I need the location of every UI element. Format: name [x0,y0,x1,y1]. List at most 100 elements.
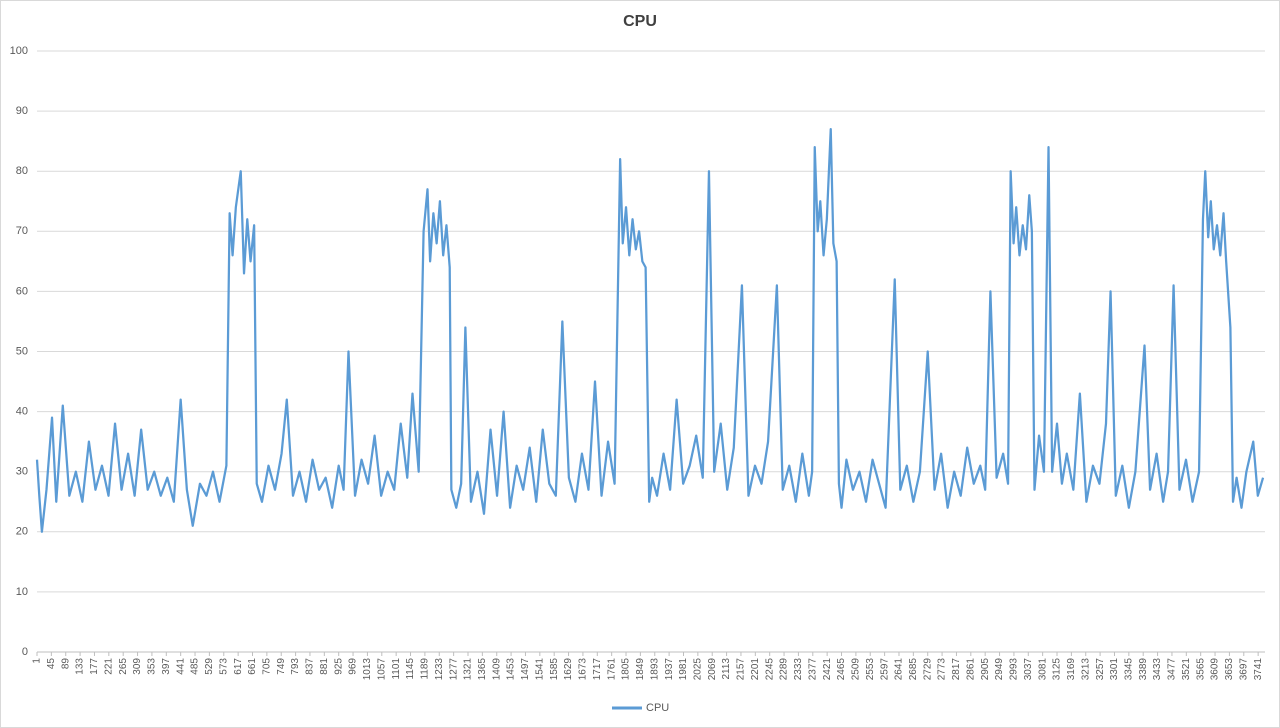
x-tick-label: 3257 [1095,658,1106,681]
x-tick-label: 309 [132,658,143,675]
x-tick-label: 1937 [664,658,675,681]
y-tick-label: 30 [16,466,28,478]
x-tick-label: 89 [60,658,71,670]
x-tick-label: 969 [348,658,359,675]
x-tick-label: 3653 [1224,658,1235,681]
x-tick-label: 3697 [1238,658,1249,681]
x-tick-label: 573 [218,658,229,675]
x-tick-label: 2289 [779,658,790,681]
x-tick-label: 1233 [434,658,445,681]
x-tick-label: 397 [161,658,172,675]
x-tick-label: 3345 [1123,658,1134,681]
y-tick-label: 60 [16,285,28,297]
x-tick-label: 45 [46,658,57,670]
x-tick-label: 2641 [894,658,905,681]
x-tick-label: 2905 [980,658,991,681]
y-tick-label: 40 [16,406,28,418]
x-tick-label: 2685 [908,658,919,681]
x-tick-label: 133 [75,658,86,675]
x-tick-label: 2949 [994,658,1005,681]
x-tick-label: 1189 [420,658,431,680]
x-tick-label: 3301 [1109,658,1120,681]
x-tick-label: 2025 [692,658,703,681]
x-tick-label: 353 [147,658,158,675]
x-tick-label: 177 [89,658,100,675]
x-tick-label: 925 [333,658,344,675]
x-tick-label: 2377 [807,658,818,681]
chart-title: CPU [623,13,657,30]
x-tick-label: 1585 [549,658,560,681]
x-tick-label: 2993 [1009,658,1020,681]
line-series [35,128,1265,533]
x-tick-label: 2201 [750,658,761,681]
x-tick-label: 1453 [506,658,517,681]
x-tick-label: 1629 [563,658,574,681]
legend-label: CPU [646,702,669,714]
x-tick-label: 3213 [1080,658,1091,681]
x-tick-label: 2113 [721,658,732,680]
x-tick-label: 793 [290,658,301,675]
x-tick-label: 1805 [621,658,632,681]
x-tick-label: 2421 [822,658,833,681]
x-tick-label: 1321 [463,658,474,681]
x-tick-label: 617 [233,658,244,675]
x-tick-label: 2069 [707,658,718,681]
x-tick-label: 3081 [1037,658,1048,681]
y-tick-label: 100 [10,45,28,57]
x-tick-label: 2465 [836,658,847,681]
x-tick-label: 441 [175,658,186,675]
x-tick-label: 485 [190,658,201,675]
x-tick-label: 3609 [1210,658,1221,681]
x-tick-label: 1761 [606,658,617,681]
x-tick-label: 661 [247,658,258,675]
y-tick-label: 80 [16,165,28,177]
x-tick-label: 3433 [1152,658,1163,681]
x-tick-label: 1541 [534,658,545,681]
x-tick-label: 2553 [865,658,876,681]
x-tick-label: 221 [103,658,114,675]
x-tick-label: 1365 [477,658,488,681]
x-tick-label: 837 [305,658,316,675]
x-tick-label: 705 [262,658,273,675]
x-tick-label: 2817 [951,658,962,681]
x-tick-label: 1673 [578,658,589,681]
x-tick-label: 2597 [879,658,890,681]
x-tick-label: 1497 [520,658,531,681]
y-tick-label: 70 [16,225,28,237]
x-tick-label: 1717 [592,658,603,681]
x-tick-label: 749 [276,658,287,675]
x-tick-label: 2509 [851,658,862,681]
x-tick-label: 1013 [362,658,373,681]
x-tick-label: 1145 [405,658,416,680]
x-tick-label: 3169 [1066,658,1077,681]
x-tick-label: 1101 [391,658,402,680]
x-tick-label: 1409 [491,658,502,681]
x-tick-label: 3125 [1052,658,1063,681]
y-tick-label: 20 [16,526,28,538]
y-tick-label: 0 [22,646,28,658]
x-tick-label: 2333 [793,658,804,681]
x-tick-label: 3741 [1253,658,1264,681]
x-tick-label: 2157 [736,658,747,681]
x-tick-label: 2729 [922,658,933,681]
y-tick-label: 50 [16,345,28,357]
x-tick-label: 265 [118,658,129,675]
y-tick-label: 10 [16,586,28,598]
y-tick-label: 90 [16,105,28,117]
x-tick-label: 1893 [649,658,660,681]
x-tick-label: 2245 [764,658,775,681]
x-tick-label: 3037 [1023,658,1034,681]
x-tick-label: 1981 [678,658,689,681]
x-tick-label: 1 [32,658,43,664]
x-tick-label: 1277 [448,658,459,681]
x-tick-label: 1057 [376,658,387,681]
x-tick-label: 881 [319,658,330,675]
x-tick-label: 3521 [1181,658,1192,681]
x-tick-label: 1849 [635,658,646,681]
x-tick-label: 3477 [1167,658,1178,681]
x-tick-label: 2861 [965,658,976,681]
x-tick-label: 3389 [1138,658,1149,681]
x-tick-label: 3565 [1195,658,1206,681]
